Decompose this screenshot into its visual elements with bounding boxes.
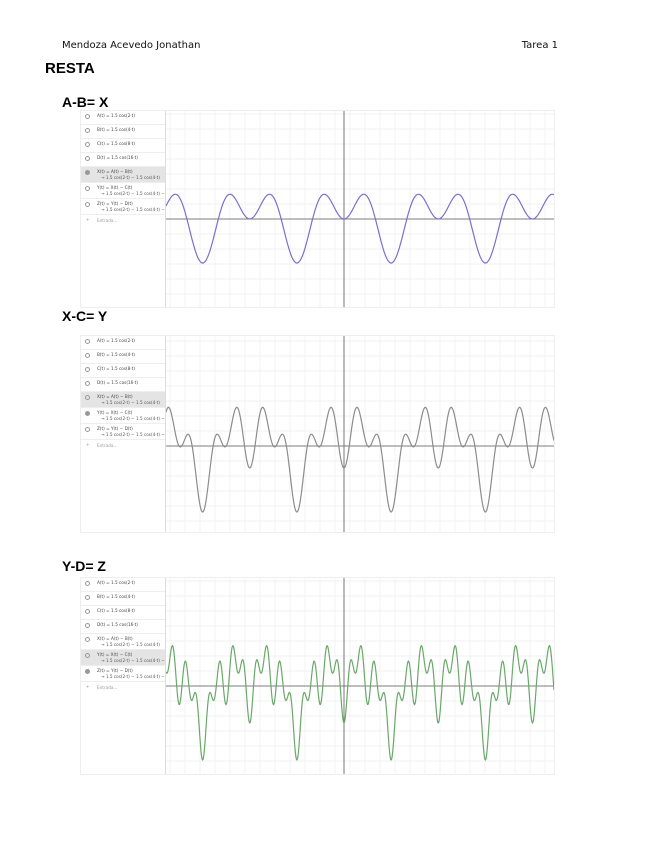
input-bar: Entrada... <box>81 215 165 226</box>
definition: C(t) = 1.5 cos(8·t) <box>97 608 135 613</box>
definition: X(t) = A(t) − B(t) <box>97 636 133 641</box>
algebra-row: D(t) = 1.5 cos(16·t) <box>81 378 165 392</box>
algebra-row: X(t) = A(t) − B(t) → 1.5 cos(2·t) − 1.5 c… <box>81 392 165 408</box>
visibility-toggle <box>85 186 90 191</box>
visibility-toggle <box>85 581 90 586</box>
definition: D(t) = 1.5 cos(16·t) <box>97 155 138 160</box>
definition: Y(t) = X(t) − C(t) <box>97 652 133 657</box>
input-bar: Entrada... <box>81 682 165 693</box>
function-curve <box>166 644 554 761</box>
visibility-toggle <box>85 653 90 658</box>
definition: A(t) = 1.5 cos(2·t) <box>97 580 135 585</box>
visibility-toggle <box>85 114 90 119</box>
algebra-row: X(t) = A(t) − B(t) → 1.5 cos(2·t) − 1.5 c… <box>81 634 165 650</box>
definition: D(t) = 1.5 cos(16·t) <box>97 622 138 627</box>
definition: Z(t) = Y(t) − D(t) <box>97 426 133 431</box>
visibility-toggle <box>85 609 90 614</box>
algebra-row: X(t) = A(t) − B(t) → 1.5 cos(2·t) − 1.5 c… <box>81 167 165 183</box>
definition: B(t) = 1.5 cos(4·t) <box>97 127 135 132</box>
visibility-toggle <box>85 637 90 642</box>
algebra-row: A(t) = 1.5 cos(2·t) <box>81 336 165 350</box>
definition: B(t) = 1.5 cos(4·t) <box>97 352 135 357</box>
screenshot: A(t) = 1.5 cos(2·t) B(t) = 1.5 cos(4·t) C(… <box>80 577 555 775</box>
algebra-row: B(t) = 1.5 cos(4·t) <box>81 592 165 606</box>
visibility-toggle <box>85 128 90 133</box>
expansion: → 1.5 cos(2·t) − 1.5 cos(4·t) − <box>101 416 165 421</box>
visibility-toggle <box>85 381 90 386</box>
algebra-row: A(t) = 1.5 cos(2·t) <box>81 578 165 592</box>
graph-view <box>166 111 554 307</box>
definition: B(t) = 1.5 cos(4·t) <box>97 594 135 599</box>
visibility-toggle <box>85 170 90 175</box>
expansion: → 1.5 cos(2·t) − 1.5 cos(4·t) − <box>101 432 165 437</box>
expansion: → 1.5 cos(2·t) − 1.5 cos(4·t) <box>101 400 160 405</box>
algebra-row: D(t) = 1.5 cos(16·t) <box>81 620 165 634</box>
algebra-row: C(t) = 1.5 cos(8·t) <box>81 606 165 620</box>
visibility-toggle <box>85 142 90 147</box>
algebra-view: A(t) = 1.5 cos(2·t) B(t) = 1.5 cos(4·t) C(… <box>81 336 166 532</box>
graph-view <box>166 336 554 532</box>
definition: Z(t) = Y(t) − D(t) <box>97 668 133 673</box>
definition: A(t) = 1.5 cos(2·t) <box>97 113 135 118</box>
algebra-view: A(t) = 1.5 cos(2·t) B(t) = 1.5 cos(4·t) C(… <box>81 111 166 307</box>
definition: A(t) = 1.5 cos(2·t) <box>97 338 135 343</box>
definition: C(t) = 1.5 cos(8·t) <box>97 141 135 146</box>
definition: X(t) = A(t) − B(t) <box>97 169 133 174</box>
definition: Z(t) = Y(t) − D(t) <box>97 201 133 206</box>
expansion: → 1.5 cos(2·t) − 1.5 cos(4·t) <box>101 642 160 647</box>
algebra-row: Y(t) = X(t) − C(t) → 1.5 cos(2·t) − 1.5 c… <box>81 408 165 424</box>
function-curve <box>166 406 554 513</box>
visibility-toggle <box>85 367 90 372</box>
algebra-view: A(t) = 1.5 cos(2·t) B(t) = 1.5 cos(4·t) C(… <box>81 578 166 774</box>
expansion: → 1.5 cos(2·t) − 1.5 cos(4·t) − <box>101 207 165 212</box>
section-heading: A-B= X <box>62 94 109 110</box>
visibility-toggle <box>85 427 90 432</box>
section-heading: Y-D= Z <box>62 558 106 574</box>
visibility-toggle <box>85 353 90 358</box>
screenshot: A(t) = 1.5 cos(2·t) B(t) = 1.5 cos(4·t) C(… <box>80 335 555 533</box>
visibility-toggle <box>85 156 90 161</box>
function-curve <box>166 193 554 264</box>
section-heading: X-C= Y <box>62 308 108 324</box>
assignment: Tarea 1 <box>521 40 558 51</box>
definition: Y(t) = X(t) − C(t) <box>97 410 133 415</box>
screenshot: A(t) = 1.5 cos(2·t) B(t) = 1.5 cos(4·t) C(… <box>80 110 555 308</box>
definition: X(t) = A(t) − B(t) <box>97 394 133 399</box>
algebra-row: Y(t) = X(t) − C(t) → 1.5 cos(2·t) − 1.5 c… <box>81 650 165 666</box>
algebra-row: Y(t) = X(t) − C(t) → 1.5 cos(2·t) − 1.5 c… <box>81 183 165 199</box>
expansion: → 1.5 cos(2·t) − 1.5 cos(4·t) <box>101 175 160 180</box>
expansion: → 1.5 cos(2·t) − 1.5 cos(4·t) − <box>101 674 165 679</box>
algebra-row: C(t) = 1.5 cos(8·t) <box>81 364 165 378</box>
algebra-row: B(t) = 1.5 cos(4·t) <box>81 125 165 139</box>
visibility-toggle <box>85 202 90 207</box>
visibility-toggle <box>85 623 90 628</box>
definition: C(t) = 1.5 cos(8·t) <box>97 366 135 371</box>
visibility-toggle <box>85 411 90 416</box>
visibility-toggle <box>85 339 90 344</box>
doc-title: RESTA <box>45 60 95 77</box>
algebra-row: Z(t) = Y(t) − D(t) → 1.5 cos(2·t) − 1.5 c… <box>81 199 165 215</box>
algebra-row: A(t) = 1.5 cos(2·t) <box>81 111 165 125</box>
expansion: → 1.5 cos(2·t) − 1.5 cos(4·t) − <box>101 191 165 196</box>
input-bar: Entrada... <box>81 440 165 451</box>
visibility-toggle <box>85 595 90 600</box>
expansion: → 1.5 cos(2·t) − 1.5 cos(4·t) − <box>101 658 165 663</box>
algebra-row: Z(t) = Y(t) − D(t) → 1.5 cos(2·t) − 1.5 c… <box>81 666 165 682</box>
algebra-row: D(t) = 1.5 cos(16·t) <box>81 153 165 167</box>
visibility-toggle <box>85 669 90 674</box>
definition: D(t) = 1.5 cos(16·t) <box>97 380 138 385</box>
author: Mendoza Acevedo Jonathan <box>62 40 201 51</box>
graph-view <box>166 578 554 774</box>
visibility-toggle <box>85 395 90 400</box>
algebra-row: C(t) = 1.5 cos(8·t) <box>81 139 165 153</box>
definition: Y(t) = X(t) − C(t) <box>97 185 133 190</box>
algebra-row: B(t) = 1.5 cos(4·t) <box>81 350 165 364</box>
algebra-row: Z(t) = Y(t) − D(t) → 1.5 cos(2·t) − 1.5 c… <box>81 424 165 440</box>
